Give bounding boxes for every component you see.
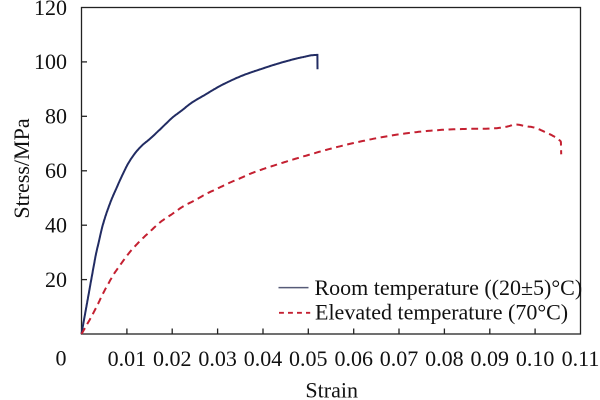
svg-text:20: 20 (45, 267, 67, 292)
svg-text:0.09: 0.09 (471, 346, 510, 371)
svg-text:0.11: 0.11 (562, 346, 600, 371)
svg-text:Room temperature ((20±5)°C): Room temperature ((20±5)°C) (315, 275, 583, 300)
svg-text:100: 100 (34, 49, 67, 74)
svg-text:120: 120 (34, 0, 67, 20)
svg-text:0.01: 0.01 (108, 346, 147, 371)
svg-text:0.03: 0.03 (198, 346, 237, 371)
svg-text:60: 60 (45, 158, 67, 183)
svg-text:40: 40 (45, 213, 67, 238)
svg-text:0: 0 (56, 346, 67, 371)
svg-text:0.08: 0.08 (425, 346, 464, 371)
svg-text:Strain: Strain (305, 377, 358, 400)
svg-text:Elevated temperature (70°C): Elevated temperature (70°C) (315, 300, 568, 325)
svg-text:0.05: 0.05 (289, 346, 328, 371)
svg-text:0.10: 0.10 (516, 346, 555, 371)
svg-text:80: 80 (45, 104, 67, 129)
svg-text:0.04: 0.04 (244, 346, 283, 371)
svg-text:0.07: 0.07 (380, 346, 419, 371)
svg-text:Stress/MPa: Stress/MPa (9, 118, 34, 218)
svg-text:0.02: 0.02 (153, 346, 192, 371)
svg-text:0.06: 0.06 (334, 346, 373, 371)
